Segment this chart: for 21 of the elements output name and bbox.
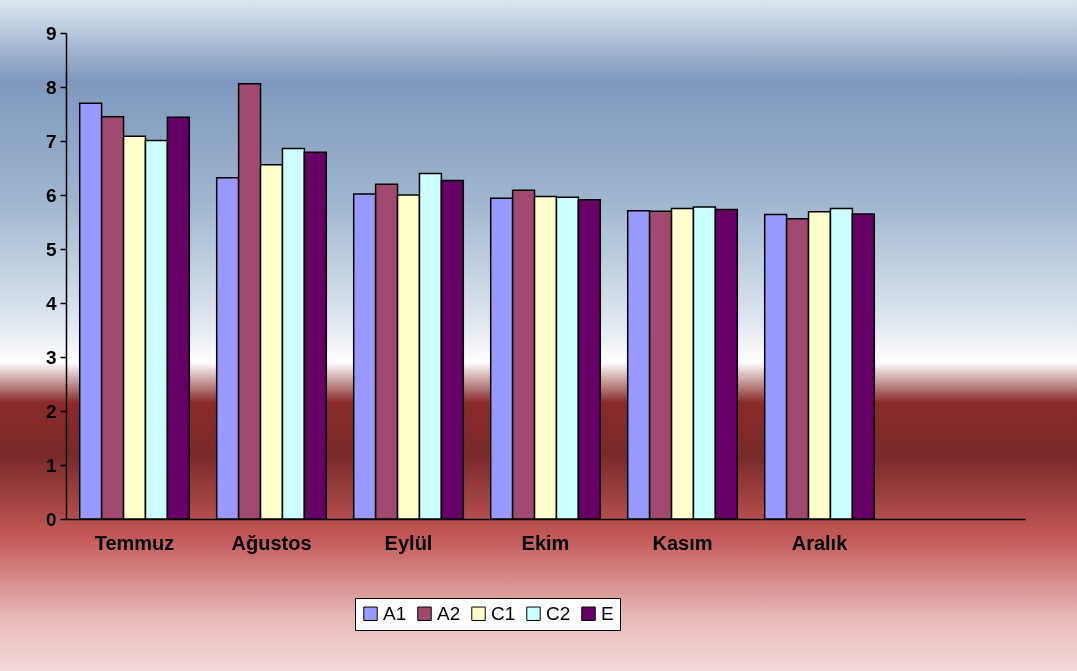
y-tick-label: 0	[45, 508, 57, 530]
y-tick-label: 3	[45, 346, 57, 368]
y-tick-label: 2	[45, 400, 57, 422]
y-tick-label: 1	[45, 454, 57, 476]
y-tick-label: 7	[45, 130, 57, 152]
legend-label: A2	[437, 602, 461, 624]
x-tick-label: Aralık	[791, 531, 849, 554]
x-tick-label: Ekim	[521, 531, 570, 554]
x-tick-label: Temmuz	[94, 531, 175, 554]
legend-label: E	[601, 602, 614, 624]
legend-label: C2	[546, 602, 571, 624]
x-tick-label: Kasım	[652, 531, 713, 554]
y-tick-label: 9	[45, 22, 57, 44]
y-tick-label: 8	[45, 76, 57, 98]
x-tick-label: Ağustos	[231, 531, 312, 554]
legend-label: C1	[491, 602, 516, 624]
y-tick-label: 4	[45, 292, 57, 314]
y-tick-label: 6	[45, 184, 57, 206]
x-tick-label: Eylül	[384, 531, 433, 554]
legend-label: A1	[383, 602, 407, 624]
y-tick-label: 5	[45, 238, 57, 260]
